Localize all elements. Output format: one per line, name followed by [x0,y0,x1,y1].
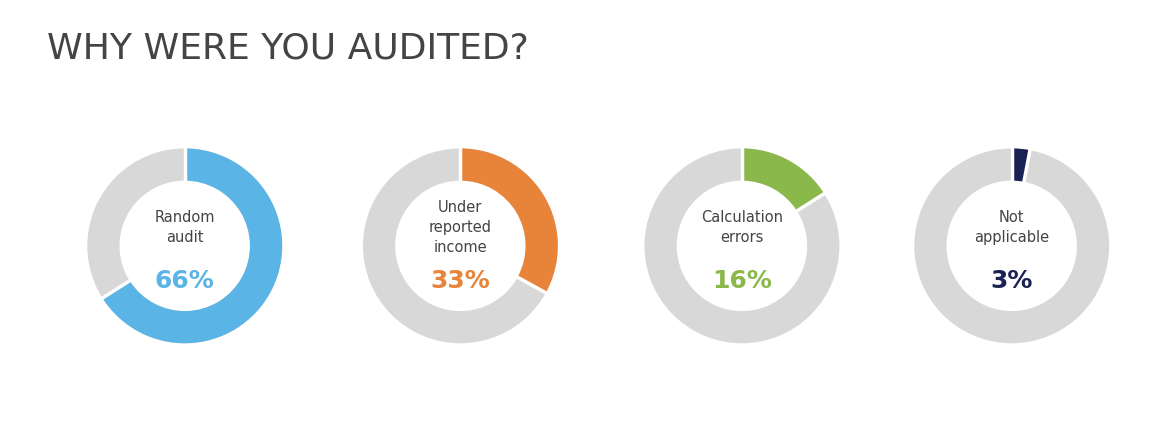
Text: Under
reported
income: Under reported income [429,200,491,254]
Text: Not
applicable: Not applicable [974,210,1050,245]
Text: 16%: 16% [712,270,772,293]
Text: Calculation
errors: Calculation errors [701,210,782,245]
Wedge shape [460,148,558,293]
Text: 66%: 66% [155,270,215,293]
Text: 33%: 33% [430,270,490,293]
Wedge shape [743,148,825,211]
Wedge shape [644,148,840,343]
Wedge shape [914,148,1110,343]
Text: 3%: 3% [990,270,1033,293]
Wedge shape [87,148,283,343]
Wedge shape [362,148,558,343]
Wedge shape [102,148,283,343]
Text: Random
audit: Random audit [155,210,215,245]
Text: WHY WERE YOU AUDITED?: WHY WERE YOU AUDITED? [47,31,529,65]
Wedge shape [1011,148,1030,182]
